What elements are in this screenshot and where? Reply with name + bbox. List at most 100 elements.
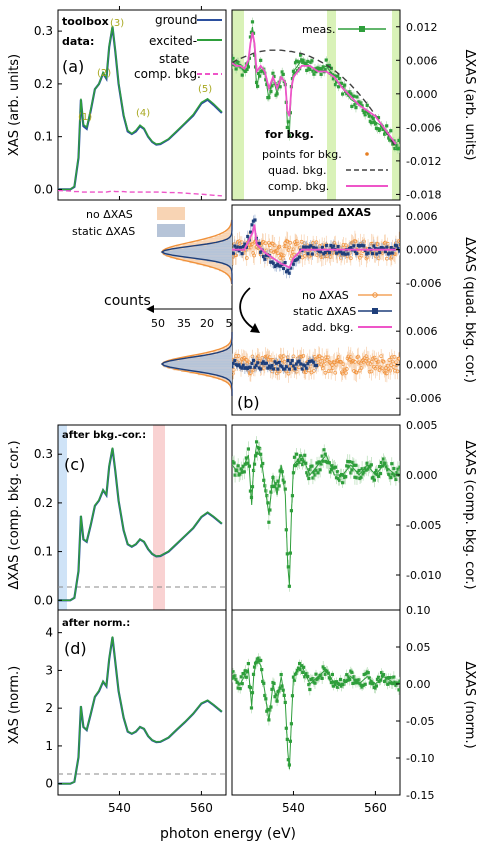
dxas-d-point	[355, 678, 359, 682]
hist-no-top-bar	[196, 263, 232, 265]
hist-no-top-bar	[218, 234, 232, 236]
meas-point	[246, 65, 250, 69]
meas-point	[391, 142, 395, 146]
panel-c-letter: (c)	[64, 455, 85, 474]
hist-static-top-bar	[164, 253, 232, 256]
dxas-d-point	[364, 672, 368, 676]
meas-point	[378, 127, 383, 131]
dxas-d-point	[351, 681, 355, 686]
peak-label-4: (4)	[136, 108, 150, 119]
static-dxas-top-point	[366, 251, 370, 255]
ytick-label-d-left: 0	[45, 777, 53, 791]
static-dxas-top-point	[343, 252, 347, 256]
meas-point	[236, 60, 240, 65]
dxas-c-point	[386, 468, 390, 472]
dxas-c-point	[296, 458, 301, 463]
hist-static-bottom-bar	[164, 362, 232, 364]
static-dxas-top-point	[309, 244, 313, 248]
dxas-d-point	[252, 665, 257, 669]
hist-static-bottom-bar	[189, 357, 232, 360]
dxas-d-point	[392, 675, 396, 679]
meas-point	[348, 90, 352, 94]
dxas-c-point	[361, 472, 365, 476]
no-dxas-bottom-point	[232, 371, 235, 376]
frame-a-left	[57, 9, 227, 201]
dxas-d-point	[338, 677, 343, 682]
no-dxas-bottom-point	[301, 353, 306, 358]
hist-static-bottom-bar	[226, 349, 232, 352]
dxas-d-line	[232, 656, 397, 770]
dxas-c-point	[334, 476, 339, 480]
static-dxas-top-point	[346, 252, 350, 256]
dxas-c-point	[378, 471, 383, 476]
hist-no-top-bar	[209, 237, 232, 240]
dxas-d-point	[308, 687, 312, 692]
hist-static-top-fit	[160, 220, 233, 284]
static-dxas-bottom-point	[269, 366, 273, 370]
no-dxas-bottom-point	[282, 359, 287, 364]
dxas-d-point	[363, 682, 367, 686]
no-dxas-bottom-point	[354, 370, 359, 375]
static-dxas-bottom-point	[253, 365, 257, 369]
dxas-d-point	[348, 677, 352, 682]
static-dxas-top-point	[276, 262, 280, 266]
dxas-d-point	[249, 706, 254, 710]
dxas-d-point	[382, 673, 386, 677]
meas-point	[301, 60, 305, 64]
meas-point	[259, 58, 263, 62]
meas-point	[387, 136, 391, 140]
dxas-c-line	[232, 443, 397, 586]
static-dxas-top-point	[353, 249, 357, 254]
static-dxas-bottom-point	[270, 363, 274, 368]
static-dxas-top-point	[271, 261, 276, 265]
dxas-d-point	[243, 669, 247, 673]
meas-point	[314, 70, 318, 74]
dxas-c-point	[333, 465, 338, 469]
static-dxas-top-point	[372, 244, 376, 248]
static-dxas-top-point	[383, 249, 388, 254]
dxas-d-point	[232, 676, 234, 680]
dxas-c-point	[398, 465, 400, 469]
static-dxas-bottom-point	[297, 359, 302, 363]
meas-point	[323, 68, 327, 72]
static-dxas-bottom-point	[232, 365, 234, 369]
no-dxas-bottom-point	[381, 359, 386, 364]
dxas-d-point	[393, 680, 397, 684]
static-dxas-top-point	[287, 271, 291, 275]
dxas-d-point	[292, 678, 297, 682]
dxas-c-point	[239, 467, 243, 471]
hist-legend-no-swatch	[157, 207, 185, 220]
dxas-c-point	[395, 471, 399, 475]
static-dxas-top-point	[259, 250, 263, 254]
dxas-c-point	[377, 464, 382, 469]
dxas-c-point	[374, 468, 379, 472]
dxas-c-point	[311, 476, 315, 480]
dxas-d-point	[345, 673, 349, 677]
dxas-d-point	[305, 672, 309, 676]
ytick-label-b: 0.006	[406, 325, 438, 338]
meas-point	[335, 74, 340, 78]
dxas-c-point	[375, 472, 380, 477]
static-dxas-top-point	[232, 251, 236, 255]
dxas-c-point	[310, 464, 314, 468]
meas-point	[248, 35, 253, 39]
no-dxas-bottom-point	[295, 356, 300, 361]
hist-static-bottom-bar	[216, 352, 232, 355]
hist-static-top-bar	[183, 256, 232, 259]
dxas-c-point	[316, 471, 320, 475]
static-dxas-top-point	[391, 251, 395, 255]
dxas-d-point	[387, 676, 391, 680]
dxas-c-point	[320, 454, 324, 458]
meas-point	[393, 146, 397, 151]
dxas-c-point	[266, 501, 270, 505]
comp-bkg-line	[232, 32, 397, 145]
legend-no-marker	[372, 292, 378, 298]
static-dxas-bottom-point	[306, 362, 310, 366]
ytick-label-c-right: -0.005	[406, 519, 441, 532]
static-dxas-top-point	[306, 252, 310, 256]
ytick-label-a-right: 0.000	[406, 88, 438, 101]
static-dxas-bottom-point	[284, 365, 289, 369]
meas-point	[342, 85, 346, 89]
dxas-d-point	[251, 672, 256, 676]
meas-point	[250, 20, 255, 24]
